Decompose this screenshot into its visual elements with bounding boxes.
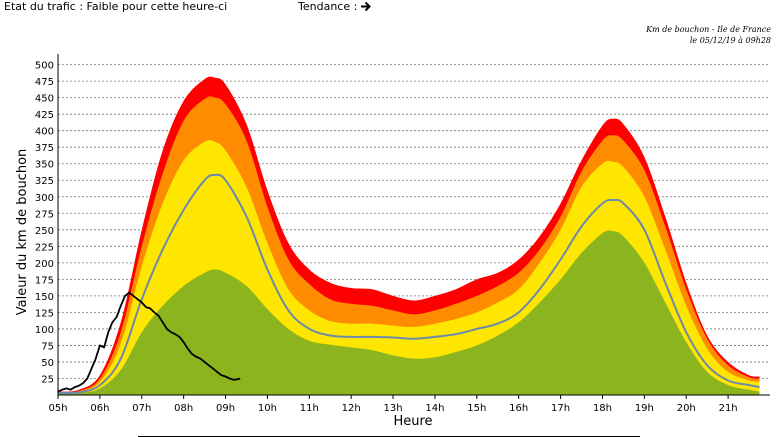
axes: 25 50 75 100 125 150 175 200 225 250 275 300 325 350 3…	[35, 54, 770, 414]
y-tick-label: 225	[35, 242, 54, 253]
y-tick-label: 175	[35, 275, 54, 286]
x-tick-label: 20h	[677, 403, 696, 414]
chart-caption: Km de bouchon - Ile de France le 05/12/1…	[591, 24, 771, 46]
y-tick-label: 25	[41, 374, 54, 385]
y-tick-label: 500	[35, 61, 54, 72]
today-line	[57, 291, 241, 393]
series-lines	[57, 173, 760, 395]
band-areas	[58, 76, 760, 395]
y-tick-label: 475	[35, 77, 54, 88]
y-tick-label: 300	[35, 193, 54, 204]
x-tick-label: 18h	[593, 403, 612, 414]
y-tick-label: 250	[35, 226, 54, 237]
y-tick-label: 400	[35, 127, 54, 138]
trend-indicator: Tendance :	[298, 0, 372, 14]
y-tick-label: 125	[35, 308, 54, 319]
traffic-status: Etat du trafic : Faible pour cette heure…	[4, 0, 227, 14]
arrow-right-icon	[361, 1, 372, 12]
area-min	[58, 230, 760, 395]
y-axis-title: Valeur du km de bouchon	[15, 149, 30, 316]
x-tick-label: 21h	[719, 403, 738, 414]
y-tick-label: 375	[35, 143, 54, 154]
y-tick-label: 100	[35, 325, 54, 336]
y-tick-label: 75	[41, 341, 54, 352]
y-tick-label: 425	[35, 110, 54, 121]
y-tick-label: 150	[35, 292, 54, 303]
y-tick-label: 200	[35, 259, 54, 270]
x-tick-label: 11h	[300, 403, 319, 414]
y-tick-label: 450	[35, 94, 54, 105]
x-tick-label: 07h	[132, 403, 151, 414]
x-tick-label: 15h	[467, 403, 486, 414]
x-tick-label: 17h	[551, 403, 570, 414]
average-line	[57, 173, 760, 395]
y-tick-label: 350	[35, 160, 54, 171]
x-tick-label: 08h	[174, 403, 193, 414]
chart-title: Km de bouchon - Ile de France	[646, 25, 771, 34]
x-tick-label: 05h	[48, 403, 67, 414]
y-tick-label: 325	[35, 176, 54, 187]
traffic-status-label: Etat du trafic :	[4, 0, 87, 13]
traffic-status-value: Faible pour cette heure-ci	[86, 0, 228, 13]
x-tick-label: 14h	[425, 403, 444, 414]
x-tick-label: 13h	[384, 403, 403, 414]
x-tick-label: 19h	[635, 403, 654, 414]
x-tick-label: 16h	[509, 403, 528, 414]
x-axis-title: Heure	[393, 414, 432, 429]
trend-label: Tendance :	[298, 0, 358, 13]
x-tick-label: 12h	[342, 403, 361, 414]
x-tick-label: 10h	[258, 403, 277, 414]
y-tick-label: 50	[41, 358, 54, 369]
chart-date: le 05/12/19 à 09h28	[689, 36, 771, 45]
x-tick-label: 09h	[216, 403, 235, 414]
x-tick-label: 06h	[90, 403, 109, 414]
y-tick-label: 275	[35, 209, 54, 220]
